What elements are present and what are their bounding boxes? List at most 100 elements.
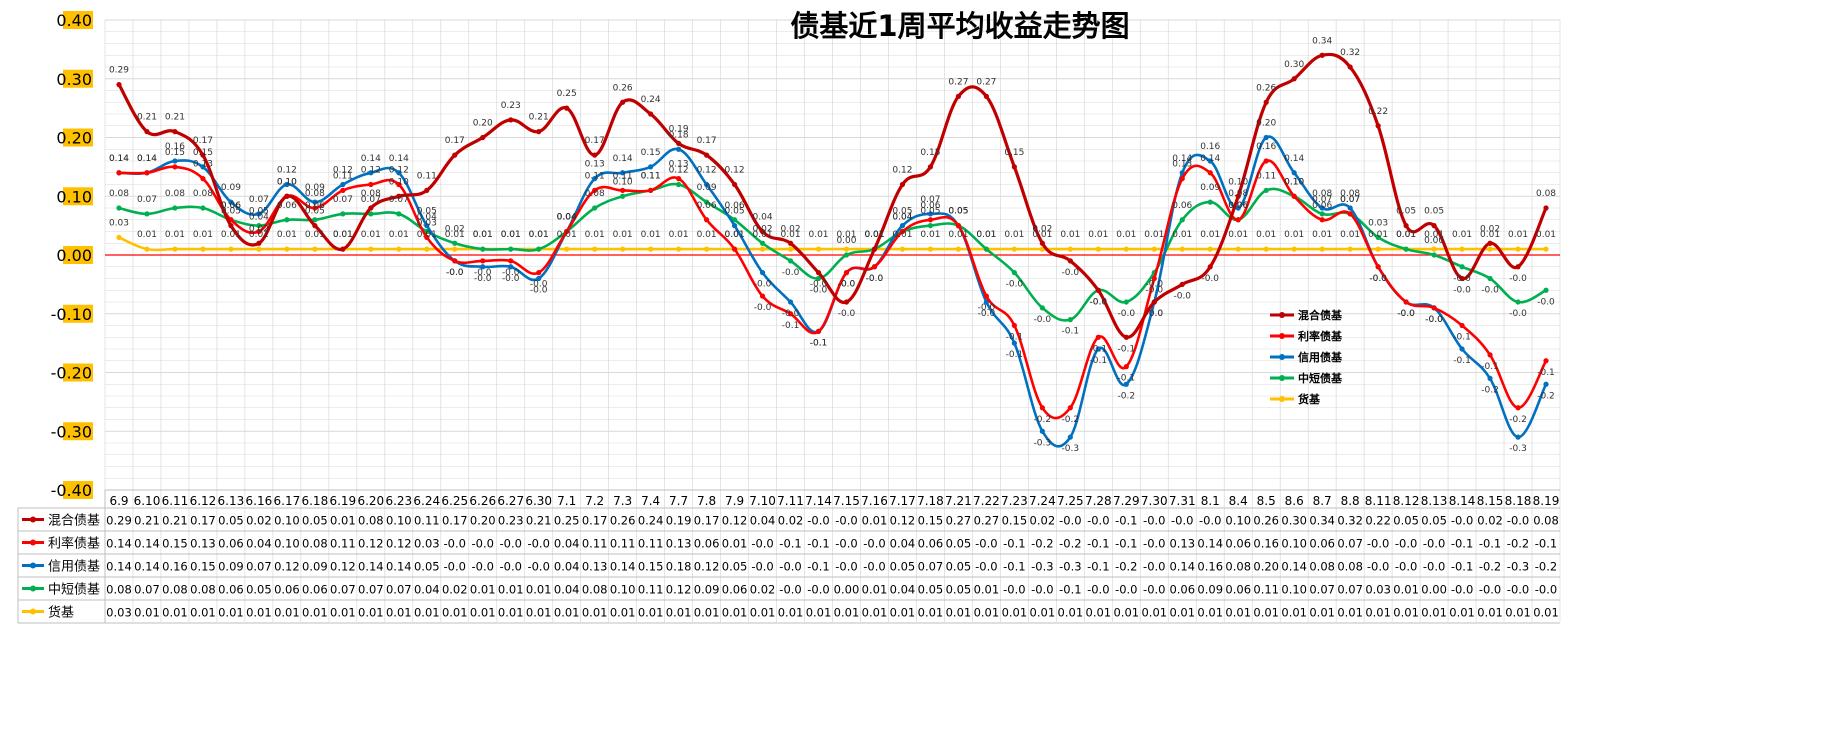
data-point	[144, 246, 150, 252]
data-point	[1291, 76, 1297, 82]
x-tick-label: 6.30	[525, 494, 552, 508]
data-point	[1515, 405, 1521, 411]
data-point	[396, 193, 402, 199]
table-cell: 0.14	[1169, 560, 1195, 574]
table-cell: 0.10	[1281, 583, 1307, 597]
table-cell: 0.01	[638, 606, 664, 620]
data-label: 0.15	[920, 148, 940, 158]
data-label: 0.08	[193, 189, 213, 199]
data-label: -0.1	[1062, 327, 1080, 337]
table-cell: 0.01	[1449, 606, 1475, 620]
data-label: 0.11	[585, 171, 605, 181]
data-point	[1039, 240, 1045, 246]
data-label: 0.08	[1312, 189, 1332, 199]
data-label: -0.0	[446, 268, 464, 278]
data-point	[759, 246, 766, 252]
data-point	[1235, 246, 1241, 252]
data-point	[1179, 281, 1185, 287]
data-label: 0.32	[1340, 48, 1360, 58]
data-label: 0.01	[473, 230, 493, 240]
table-cell: 0.11	[582, 537, 608, 551]
x-tick-label: 7.2	[585, 494, 604, 508]
data-point	[648, 164, 654, 170]
data-point	[1319, 205, 1325, 211]
data-label: 0.09	[1200, 183, 1220, 193]
table-cell: -0.0	[1479, 583, 1501, 597]
table-cell: 0.01	[386, 606, 412, 620]
table-cell: 0.01	[1169, 606, 1195, 620]
data-point	[759, 270, 766, 276]
grid-layer	[104, 19, 1561, 622]
data-point	[1263, 134, 1269, 141]
data-label: 0.06	[277, 201, 297, 211]
data-point	[1263, 99, 1269, 105]
table-cell: 0.07	[918, 560, 944, 574]
data-label: 0.05	[948, 207, 968, 217]
table-legend-marker	[30, 539, 36, 546]
table-cell: -0.1	[1003, 537, 1025, 551]
data-point	[1011, 340, 1017, 346]
data-label: 0.14	[1172, 154, 1192, 164]
x-tick-label: 6.24	[413, 494, 440, 508]
table-cell: 0.01	[1197, 606, 1223, 620]
table-cell: 0.09	[1197, 583, 1223, 597]
x-tick-label: 7.11	[777, 494, 804, 508]
data-point	[1235, 217, 1241, 223]
table-cell: -0.0	[1535, 583, 1557, 597]
data-label-layer: 0.29 0.21 0.21 0.17 0.05 0.02 0.10 0.05 0.01 0.08…	[109, 36, 1556, 454]
table-cell: -0.0	[444, 560, 466, 574]
data-point	[620, 246, 626, 252]
data-label: 0.01	[976, 230, 996, 240]
table-cell: -0.0	[1143, 514, 1165, 528]
data-label: 0.08	[361, 189, 381, 199]
table-cell: 0.06	[1309, 537, 1335, 551]
data-label: 0.04	[249, 213, 269, 223]
data-point	[1347, 211, 1353, 217]
table-cell: 0.01	[1281, 606, 1307, 620]
data-point	[1515, 434, 1521, 440]
table-cell: 0.04	[750, 514, 776, 528]
x-tick-label: 8.8	[1341, 494, 1360, 508]
data-label: 0.02	[249, 224, 269, 234]
data-label: -0.0	[1145, 309, 1163, 319]
table-cell: 0.08	[162, 583, 188, 597]
data-point	[1151, 275, 1157, 282]
table-cell: 0.02	[1030, 514, 1056, 528]
table-cell: -0.0	[1171, 514, 1193, 528]
data-label: -0.0	[1369, 274, 1387, 284]
data-point	[983, 299, 989, 305]
data-label: 0.01	[1312, 230, 1332, 240]
table-cell: -0.0	[807, 583, 829, 597]
table-cell: 0.17	[190, 514, 216, 528]
data-point	[1123, 334, 1129, 340]
data-label: 0.13	[585, 160, 605, 170]
table-cell: 0.05	[946, 560, 972, 574]
data-table: 6.9 6.10 6.11 6.12 6.13 6.16 6.17 6.18 6.19 6.20 6…	[17, 489, 1560, 624]
data-label: 0.02	[1480, 224, 1500, 234]
table-cell: 0.01	[1030, 606, 1056, 620]
table-cell: -0.0	[527, 537, 549, 551]
data-label: 0.01	[557, 230, 577, 240]
data-point	[312, 217, 318, 223]
table-cell: 0.04	[246, 537, 272, 551]
data-label: 0.20	[473, 119, 493, 129]
data-label: 0.12	[669, 166, 689, 176]
data-label: 0.01	[1340, 230, 1360, 240]
data-point	[1067, 258, 1073, 264]
table-cell: -0.0	[835, 514, 857, 528]
data-label: 0.12	[389, 166, 409, 176]
data-label: 0.02	[781, 224, 801, 234]
table-cell: 0.01	[750, 606, 776, 620]
data-label: 0.12	[697, 166, 717, 176]
data-point	[200, 246, 206, 252]
data-point	[116, 205, 122, 211]
y-tick-highlight	[63, 187, 93, 206]
table-cell: 0.04	[890, 537, 916, 551]
data-label: 0.16	[165, 142, 185, 152]
table-cell: 0.14	[106, 537, 132, 551]
table-cell: 0.15	[190, 560, 216, 574]
data-label: -0.0	[1537, 297, 1555, 307]
data-point	[172, 158, 178, 164]
data-point	[1347, 246, 1353, 252]
data-point	[648, 246, 654, 252]
